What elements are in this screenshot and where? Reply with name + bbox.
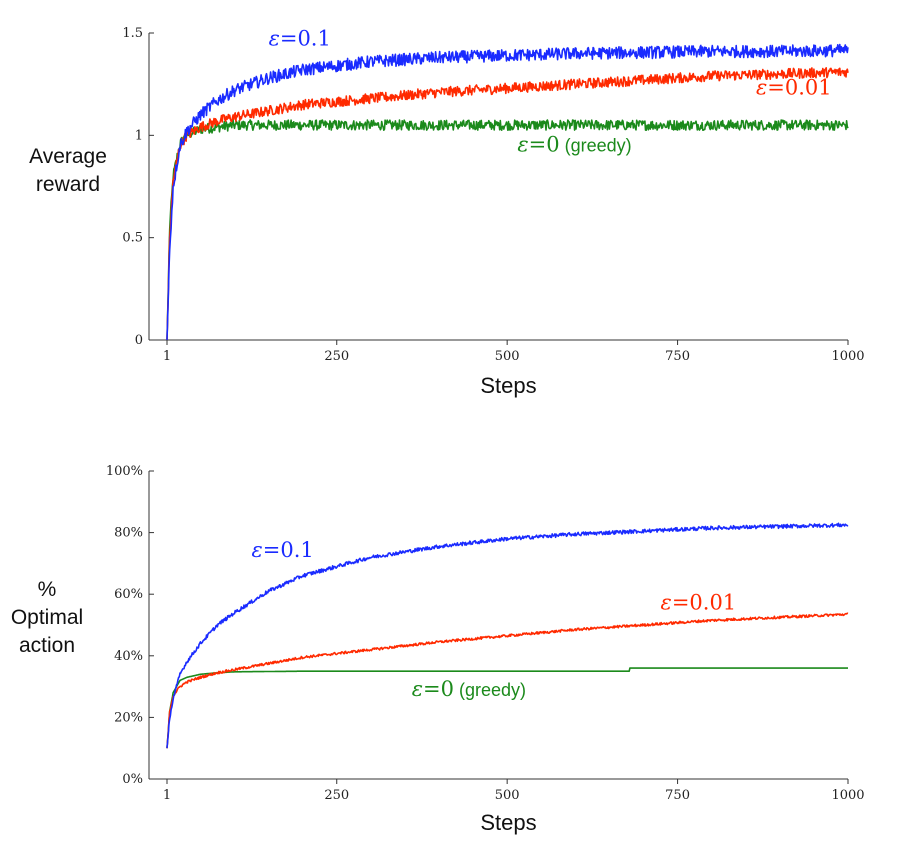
annotation-eps-0-greedy: ε=0 (greedy) [517, 133, 631, 157]
annotation-epsilon: ε [269, 26, 280, 50]
annotation-value: =0.1 [263, 538, 314, 562]
annotation-epsilon: ε [517, 133, 528, 157]
annotation-eps-0-01: ε=0.01 [756, 75, 832, 99]
annotation-value: =0.01 [672, 591, 736, 615]
average-reward-chart: 0 0.5 1 1.5 1 250 500 750 1000 Steps Average reward… [29, 26, 864, 398]
annotation-value: =0.01 [767, 75, 831, 99]
series-line-eps-0-greedy [166, 667, 849, 749]
annotation-epsilon: ε [661, 591, 672, 615]
annotation-epsilon: ε [412, 677, 423, 701]
y-axis-title-line: action [19, 634, 75, 657]
x-tick-label: 250 [324, 788, 349, 803]
x-tick-label: 500 [495, 788, 520, 803]
y-tick-label: 0% [122, 772, 143, 787]
y-tick-label: 80% [114, 526, 143, 541]
annotation-eps-0-01: ε=0.01 [661, 591, 737, 615]
x-tick-label: 750 [665, 788, 690, 803]
annotation-value: =0.1 [280, 26, 331, 50]
x-tick-label: 1 [163, 788, 171, 803]
x-tick-label: 750 [665, 349, 690, 364]
x-tick-label: 1000 [831, 349, 864, 364]
y-tick-label: 20% [114, 710, 143, 725]
annotation-value: =0 [529, 133, 560, 157]
series-line-eps-0-1 [166, 522, 849, 749]
y-tick-label: 100% [106, 464, 143, 479]
x-axis-title: Steps [480, 810, 536, 835]
annotation-suffix: (greedy) [560, 136, 632, 156]
y-tick-label: 60% [114, 587, 143, 602]
annotation-eps-0-1: ε=0.1 [252, 538, 314, 562]
y-tick-label: 0 [135, 333, 143, 348]
x-tick-label: 250 [324, 349, 349, 364]
y-axis-title-line: reward [36, 173, 100, 196]
x-tick-label: 1 [163, 349, 171, 364]
y-axis-title-line: % [38, 578, 57, 601]
annotation-epsilon: ε [756, 75, 767, 99]
y-axis-title-line: Average [29, 145, 107, 168]
y-tick-label: 0.5 [122, 231, 143, 246]
series-line-eps-0-01 [166, 612, 849, 749]
annotation-value: =0 [423, 677, 454, 701]
annotation-suffix: (greedy) [454, 680, 526, 700]
series-line-eps-0-greedy [166, 119, 849, 341]
annotation-eps-0-1: ε=0.1 [269, 26, 331, 50]
x-axis-title: Steps [480, 373, 536, 398]
optimal-action-chart: 0% 20% 40% 60% 80% 100% 1 250 500 750 1000 Steps% Op… [11, 464, 865, 835]
series-line-eps-0-01 [166, 67, 849, 341]
y-tick-label: 40% [114, 649, 143, 664]
y-tick-label: 1.5 [122, 26, 143, 41]
series-line-eps-0-1 [166, 43, 849, 341]
annotation-eps-0-greedy: ε=0 (greedy) [412, 677, 526, 701]
y-axis-title-line: Optimal [11, 606, 83, 629]
x-tick-label: 1000 [831, 788, 864, 803]
annotation-epsilon: ε [252, 538, 263, 562]
x-tick-label: 500 [495, 349, 520, 364]
y-tick-label: 1 [135, 128, 143, 143]
